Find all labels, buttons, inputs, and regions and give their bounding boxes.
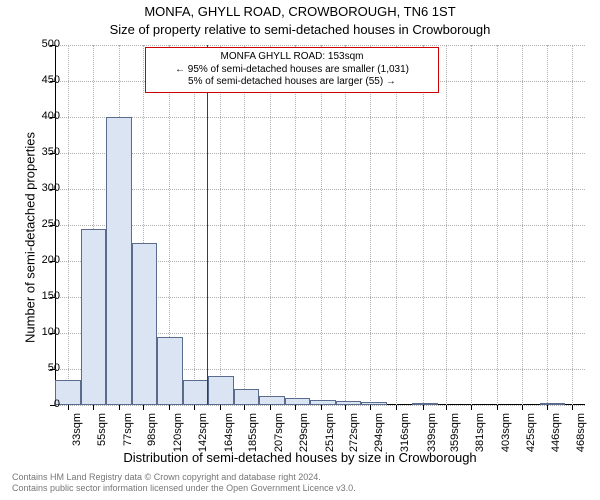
gridline-vertical — [244, 45, 245, 405]
gridline-vertical — [68, 45, 69, 405]
x-tick-label: 381sqm — [474, 413, 486, 463]
x-tick-label: 229sqm — [298, 413, 310, 463]
x-tick-label: 164sqm — [223, 413, 235, 463]
histogram-bar — [157, 337, 183, 405]
y-tick-label: 100 — [20, 326, 60, 338]
x-tick-mark — [194, 405, 195, 410]
x-tick-mark — [572, 405, 573, 410]
gridline-vertical — [220, 45, 221, 405]
x-tick-mark — [345, 405, 346, 410]
histogram-bar — [259, 396, 285, 405]
gridline-vertical — [370, 45, 371, 405]
x-tick-mark — [119, 405, 120, 410]
histogram-bar — [285, 398, 311, 405]
x-tick-mark — [497, 405, 498, 410]
gridline-vertical — [295, 45, 296, 405]
annotation-line-3: 5% of semi-detached houses are larger (5… — [152, 76, 432, 89]
x-tick-mark — [471, 405, 472, 410]
gridline-vertical — [423, 45, 424, 405]
chart-container: { "chart": { "type": "histogram", "title… — [0, 0, 600, 500]
x-tick-label: 468sqm — [575, 413, 587, 463]
x-tick-label: 294sqm — [373, 413, 385, 463]
x-tick-mark — [295, 405, 296, 410]
histogram-bar — [234, 389, 260, 405]
x-tick-mark — [396, 405, 397, 410]
x-tick-mark — [68, 405, 69, 410]
histogram-bar — [336, 401, 362, 405]
y-tick-label: 50 — [20, 362, 60, 374]
histogram-bar — [361, 402, 387, 405]
x-tick-label: 98sqm — [146, 413, 158, 463]
gridline-vertical — [522, 45, 523, 405]
footer-attribution: Contains HM Land Registry data © Crown c… — [12, 472, 356, 494]
chart-subtitle: Size of property relative to semi-detach… — [0, 22, 600, 37]
x-tick-label: 55sqm — [96, 413, 108, 463]
x-tick-label: 185sqm — [247, 413, 259, 463]
annotation-line-2: ← 95% of semi-detached houses are smalle… — [152, 64, 432, 77]
histogram-bar — [81, 229, 107, 405]
gridline-vertical — [270, 45, 271, 405]
y-tick-label: 350 — [20, 146, 60, 158]
x-tick-mark — [220, 405, 221, 410]
histogram-bar — [412, 403, 438, 405]
histogram-bar — [310, 400, 336, 405]
gridline-vertical — [321, 45, 322, 405]
x-tick-label: 272sqm — [348, 413, 360, 463]
x-tick-mark — [244, 405, 245, 410]
gridline-vertical — [572, 45, 573, 405]
annotation-line-1: MONFA GHYLL ROAD: 153sqm — [152, 51, 432, 64]
y-tick-label: 200 — [20, 254, 60, 266]
y-tick-label: 150 — [20, 290, 60, 302]
y-tick-label: 400 — [20, 110, 60, 122]
gridline-vertical — [194, 45, 195, 405]
gridline-vertical — [497, 45, 498, 405]
x-tick-label: 33sqm — [71, 413, 83, 463]
x-tick-mark — [522, 405, 523, 410]
y-tick-label: 300 — [20, 182, 60, 194]
y-tick-label: 250 — [20, 218, 60, 230]
x-tick-label: 316sqm — [399, 413, 411, 463]
gridline-vertical — [446, 45, 447, 405]
x-tick-label: 77sqm — [122, 413, 134, 463]
footer-line-2: Contains public sector information licen… — [12, 483, 356, 494]
x-tick-mark — [446, 405, 447, 410]
gridline-vertical — [547, 45, 548, 405]
x-tick-label: 359sqm — [449, 413, 461, 463]
x-tick-mark — [270, 405, 271, 410]
x-tick-label: 142sqm — [197, 413, 209, 463]
y-tick-label: 450 — [20, 74, 60, 86]
chart-title: MONFA, GHYLL ROAD, CROWBOROUGH, TN6 1ST — [0, 4, 600, 19]
histogram-bar — [208, 376, 234, 405]
x-tick-label: 251sqm — [324, 413, 336, 463]
x-tick-label: 207sqm — [273, 413, 285, 463]
x-tick-mark — [143, 405, 144, 410]
plot-area — [55, 45, 585, 405]
x-tick-mark — [169, 405, 170, 410]
x-tick-mark — [547, 405, 548, 410]
annotation-box: MONFA GHYLL ROAD: 153sqm← 95% of semi-de… — [145, 47, 439, 93]
x-tick-mark — [423, 405, 424, 410]
gridline-vertical — [396, 45, 397, 405]
gridline-vertical — [345, 45, 346, 405]
x-tick-label: 339sqm — [426, 413, 438, 463]
histogram-bar — [106, 117, 132, 405]
x-tick-label: 425sqm — [525, 413, 537, 463]
footer-line-1: Contains HM Land Registry data © Crown c… — [12, 472, 356, 483]
histogram-bar — [540, 403, 566, 405]
x-tick-label: 120sqm — [172, 413, 184, 463]
gridline-vertical — [471, 45, 472, 405]
x-tick-label: 446sqm — [550, 413, 562, 463]
x-tick-mark — [321, 405, 322, 410]
histogram-bar — [183, 380, 209, 405]
x-tick-label: 403sqm — [500, 413, 512, 463]
y-tick-label: 0 — [20, 398, 60, 410]
x-tick-mark — [93, 405, 94, 410]
x-tick-mark — [370, 405, 371, 410]
histogram-bar — [132, 243, 158, 405]
reference-line — [207, 45, 208, 405]
y-tick-label: 500 — [20, 38, 60, 50]
